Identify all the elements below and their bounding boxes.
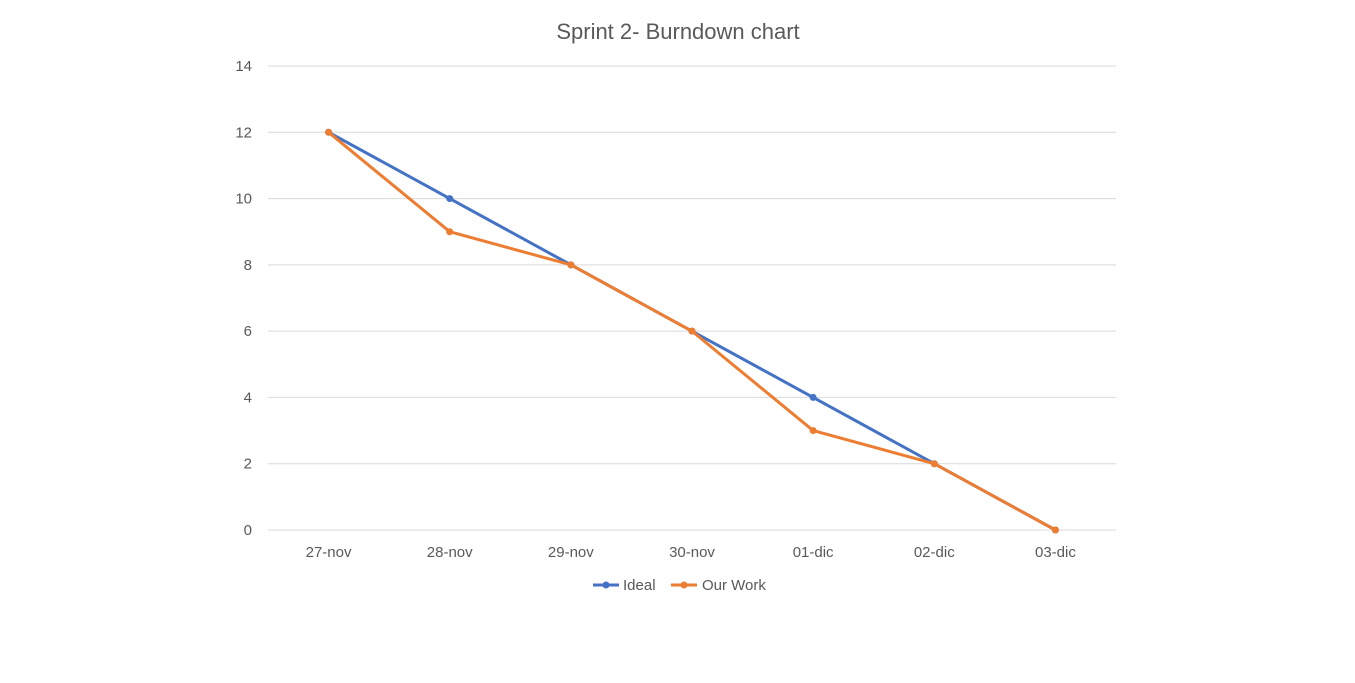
y-tick-label: 2 <box>244 456 252 473</box>
x-tick-label: 30-nov <box>669 544 715 561</box>
x-tick-label: 03-dic <box>1035 544 1076 561</box>
x-tick-label: 27-nov <box>306 544 352 561</box>
legend-item-ideal: Ideal <box>593 577 656 594</box>
y-tick-label: 0 <box>244 522 252 539</box>
data-point <box>567 261 575 269</box>
data-point <box>809 393 817 401</box>
y-tick-label: 14 <box>235 58 252 75</box>
legend-item-our-work: Our Work <box>671 577 766 594</box>
data-point <box>809 427 817 435</box>
data-point <box>446 195 454 203</box>
y-axis-ticks: 0 2 4 6 8 10 12 14 <box>235 58 252 539</box>
legend-label: Ideal <box>623 577 656 594</box>
y-tick-label: 6 <box>244 323 252 340</box>
x-tick-label: 29-nov <box>548 544 594 561</box>
legend-label: Our Work <box>702 577 766 594</box>
data-point <box>446 228 454 236</box>
x-tick-label: 02-dic <box>914 544 955 561</box>
legend: Ideal Our Work <box>593 577 766 594</box>
x-axis-ticks: 27-nov 28-nov 29-nov 30-nov 01-dic 02-dic 03-d… <box>306 544 1077 561</box>
data-point <box>325 128 333 136</box>
series-lines <box>325 128 1059 534</box>
y-tick-label: 4 <box>244 389 252 406</box>
series-our-work <box>325 128 1059 534</box>
y-tick-label: 12 <box>235 124 252 141</box>
legend-swatch-marker <box>602 581 610 589</box>
data-point <box>930 460 938 468</box>
x-tick-label: 28-nov <box>427 544 473 561</box>
x-tick-label: 01-dic <box>793 544 834 561</box>
chart-title: Sprint 2- Burndown chart <box>556 19 799 44</box>
y-tick-label: 8 <box>244 257 252 274</box>
legend-swatch-marker <box>680 581 688 589</box>
y-tick-label: 10 <box>235 191 252 208</box>
data-point <box>688 327 696 335</box>
data-point <box>1051 526 1059 534</box>
gridlines <box>268 65 1116 531</box>
